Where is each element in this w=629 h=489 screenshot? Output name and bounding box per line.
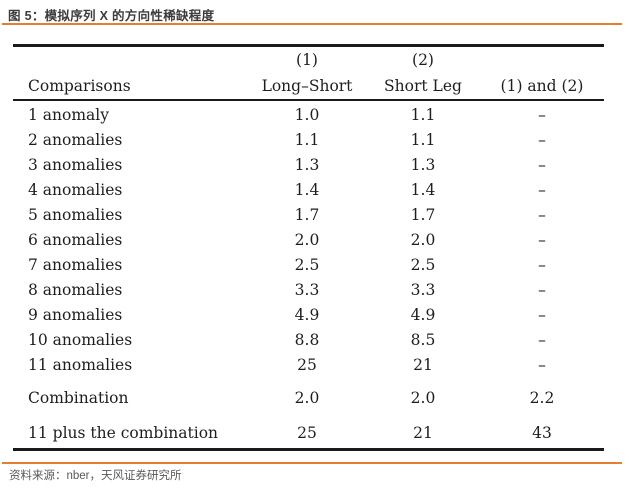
cell-value: – (538, 206, 546, 224)
column-header-comparisons: Comparisons (13, 73, 248, 101)
cell-value: 2.0 (410, 231, 436, 249)
cell-value: 4.9 (410, 306, 436, 324)
cell-value: – (538, 306, 546, 324)
row-label: 6 anomalies (28, 231, 123, 249)
cell-value: – (538, 106, 546, 124)
cell-value: 2.5 (294, 256, 320, 274)
column-header-row: Comparisons Long–Short Short Leg (1) and… (13, 73, 604, 101)
table-row: 5 anomalies 1.7 1.7 – (13, 203, 604, 228)
group-header-cell: (2) (412, 51, 434, 69)
column-header-long-short: Long–Short (248, 73, 366, 101)
table-row: 6 anomalies 2.0 2.0 – (13, 228, 604, 253)
table-row: 1 anomaly 1.0 1.1 – (13, 100, 604, 128)
group-header-cell (480, 46, 604, 74)
row-label: 10 anomalies (28, 331, 133, 349)
row-label: 7 anomalies (28, 256, 123, 274)
cell-value: – (538, 256, 546, 274)
cell-value: 8.8 (294, 331, 320, 349)
table-header: (1) (2) Comparisons Long–Short Short Leg… (13, 46, 604, 101)
cell-value: 21 (413, 356, 433, 374)
cell-value: 2.0 (410, 389, 436, 407)
table-row: 9 anomalies 4.9 4.9 – (13, 303, 604, 328)
cell-value: 1.4 (294, 181, 320, 199)
cell-value: 1.1 (410, 131, 436, 149)
cell-value: 1.7 (294, 206, 320, 224)
cell-value: 2.2 (529, 389, 555, 407)
cell-value: – (538, 281, 546, 299)
figure-title: 图 5：模拟序列 X 的方向性稀缺程度 (8, 9, 215, 23)
cell-value: – (538, 331, 546, 349)
cell-value: 1.4 (410, 181, 436, 199)
cell-value: 1.0 (294, 106, 320, 124)
cell-value: 21 (413, 424, 433, 442)
row-label: 11 anomalies (28, 356, 133, 374)
cell-value: 1.1 (410, 106, 436, 124)
table-row: 11 plus the combination 25 21 43 (13, 411, 604, 450)
cell-value: 2.0 (294, 231, 320, 249)
group-header-cell (13, 46, 248, 74)
cell-value: 3.3 (294, 281, 320, 299)
cell-value: 1.3 (294, 156, 320, 174)
column-header-short-leg: Short Leg (366, 73, 480, 101)
table-body: 1 anomaly 1.0 1.1–2 anomalies 1.1 1.1–3 anom… (13, 100, 604, 450)
row-label: 2 anomalies (28, 131, 123, 149)
cell-value: – (538, 156, 546, 174)
table-row: 2 anomalies 1.1 1.1 – (13, 128, 604, 153)
cell-value: – (538, 181, 546, 199)
cell-value: – (538, 356, 546, 374)
cell-value: 2.0 (294, 389, 320, 407)
cell-value: 43 (532, 424, 552, 442)
cell-value: 1.7 (410, 206, 436, 224)
cell-value: 1.3 (410, 156, 436, 174)
table-row: 10 anomalies 8.8 8.5 – (13, 328, 604, 353)
column-header-1-and-2: (1) and (2) (480, 73, 604, 101)
source-note: 资料来源：nber，天风证券研究所 (9, 470, 182, 482)
row-label: 5 anomalies (28, 206, 123, 224)
table-row: 7 anomalies 2.5 2.5 – (13, 253, 604, 278)
title-divider (2, 23, 622, 25)
table-row: 4 anomalies 1.4 1.4 – (13, 178, 604, 203)
cell-value: – (538, 131, 546, 149)
row-label: 9 anomalies (28, 306, 123, 324)
cell-value: 25 (297, 424, 317, 442)
cell-value: 1.1 (294, 131, 320, 149)
cell-value: 25 (297, 356, 317, 374)
row-label: 8 anomalies (28, 281, 123, 299)
table-row: Combination 2.0 2.0 2.2 (13, 378, 604, 411)
group-header-row: (1) (2) (13, 46, 604, 74)
group-header-cell: (1) (296, 51, 318, 69)
table-row: 11 anomalies 25 21 – (13, 353, 604, 378)
row-label: 4 anomalies (28, 181, 123, 199)
cell-value: 3.3 (410, 281, 436, 299)
cell-value: – (538, 231, 546, 249)
cell-value: 8.5 (410, 331, 436, 349)
table-row: 3 anomalies 1.3 1.3 – (13, 153, 604, 178)
cell-value: 4.9 (294, 306, 320, 324)
figure-table: (1) (2) Comparisons Long–Short Short Leg… (13, 44, 604, 451)
row-label: 3 anomalies (28, 156, 123, 174)
table-row: 8 anomalies 3.3 3.3 – (13, 278, 604, 303)
row-label: Combination (28, 389, 129, 407)
row-label: 1 anomaly (28, 106, 109, 124)
cell-value: 2.5 (410, 256, 436, 274)
source-divider (2, 462, 622, 464)
row-label: 11 plus the combination (28, 424, 219, 442)
